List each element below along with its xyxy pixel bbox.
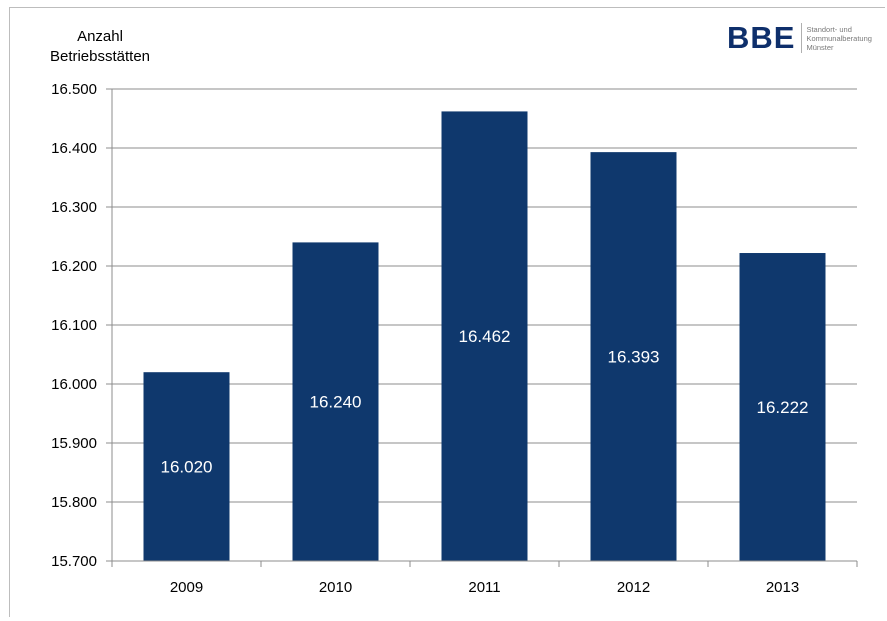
bar-data-label: 16.240 <box>310 393 362 412</box>
bar-data-label: 16.222 <box>757 398 809 417</box>
bbe-logo: BBE Standort- und Kommunalberatung Münst… <box>727 22 872 54</box>
chart-frame <box>9 7 885 617</box>
y-tick-label: 16.300 <box>51 199 97 216</box>
x-tick-label: 2013 <box>766 579 799 596</box>
y-tick-label: 15.700 <box>51 553 97 570</box>
bar-2012 <box>590 152 677 561</box>
x-tick-label: 2010 <box>319 579 352 596</box>
y-tick-label: 15.900 <box>51 435 97 452</box>
logo-divider <box>801 23 803 53</box>
y-tick-label: 16.200 <box>51 258 97 275</box>
y-tick-label: 16.100 <box>51 317 97 334</box>
x-tick-label: 2012 <box>617 579 650 596</box>
x-tick-label: 2009 <box>170 579 203 596</box>
logo-mark: BBE <box>727 20 796 55</box>
logo-line-3: Münster <box>806 42 834 52</box>
y-axis-title-line-1: Anzahl <box>77 28 123 45</box>
y-axis-title-line-2: Betriebsstätten <box>49 48 151 65</box>
y-tick-label: 16.400 <box>51 140 97 157</box>
logo-line-2: Kommunalberatung <box>806 33 872 43</box>
bar-data-label: 16.462 <box>459 327 511 346</box>
bar-data-label: 16.393 <box>608 348 660 367</box>
bar-data-label: 16.020 <box>161 458 213 477</box>
logo-line-1: Standort- und <box>806 24 852 34</box>
y-tick-label: 16.000 <box>51 376 97 393</box>
y-axis-title: Anzahl Betriebsstätten <box>35 27 165 67</box>
logo-text: Standort- und Kommunalberatung Münster <box>806 25 871 52</box>
bar-2010 <box>292 242 379 561</box>
y-tick-label: 15.800 <box>51 494 97 511</box>
y-tick-label: 16.500 <box>51 81 97 98</box>
x-tick-label: 2011 <box>468 579 500 596</box>
bar-2013 <box>739 253 826 561</box>
bar-2011 <box>441 111 528 562</box>
bar-2009 <box>143 372 230 561</box>
